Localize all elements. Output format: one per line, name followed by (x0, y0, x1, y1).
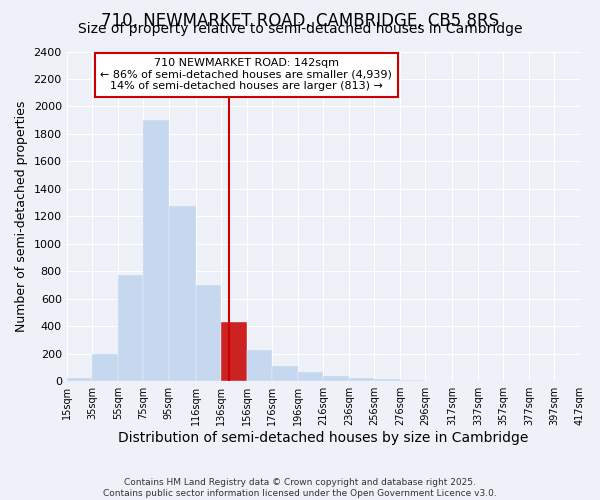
Bar (323, 376, 349, 381)
Bar (118, 274, 143, 381)
X-axis label: Distribution of semi-detached houses by size in Cambridge: Distribution of semi-detached houses by … (118, 431, 529, 445)
Bar (92, 354, 118, 381)
Y-axis label: Number of semi-detached properties: Number of semi-detached properties (15, 100, 28, 332)
Bar (143, 120, 169, 381)
Bar (247, 350, 272, 381)
Bar (221, 322, 247, 381)
Bar (425, 380, 452, 381)
Text: Size of property relative to semi-detached houses in Cambridge: Size of property relative to semi-detach… (78, 22, 522, 36)
Bar (272, 366, 298, 381)
Bar (374, 379, 400, 381)
Bar (400, 380, 425, 381)
Text: Contains HM Land Registry data © Crown copyright and database right 2025.
Contai: Contains HM Land Registry data © Crown c… (103, 478, 497, 498)
Text: 710, NEWMARKET ROAD, CAMBRIDGE, CB5 8RS: 710, NEWMARKET ROAD, CAMBRIDGE, CB5 8RS (101, 12, 499, 30)
Bar (67, 378, 92, 381)
Bar (349, 378, 374, 381)
Bar (298, 372, 323, 381)
Text: 710 NEWMARKET ROAD: 142sqm
← 86% of semi-detached houses are smaller (4,939)
14%: 710 NEWMARKET ROAD: 142sqm ← 86% of semi… (100, 58, 392, 92)
Bar (169, 206, 196, 381)
Bar (196, 285, 221, 381)
